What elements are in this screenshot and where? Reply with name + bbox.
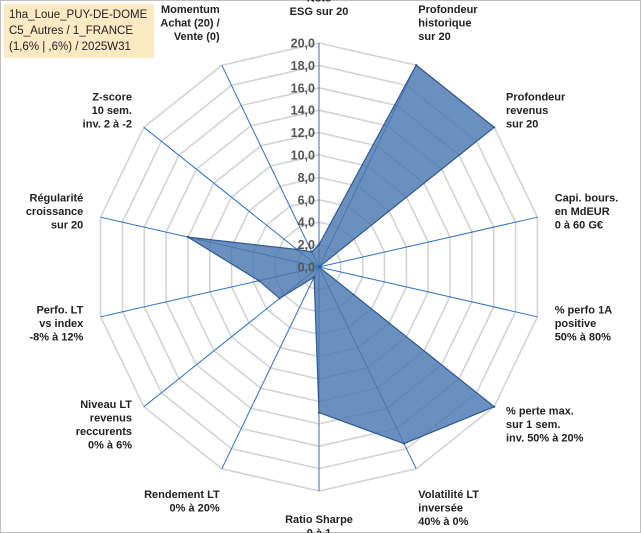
- tick-label: 18,0: [291, 59, 315, 73]
- data-point: [317, 265, 321, 269]
- data-point: [312, 275, 316, 279]
- axis-spoke: [221, 64, 320, 268]
- axis-label: Capi. bours. en MdEUR 0 à 60 G€: [555, 192, 619, 231]
- info-box: 1ha_Loue_PUY-DE-DOME C5_Autres / 1_FRANC…: [4, 4, 154, 58]
- data-point: [278, 297, 281, 300]
- axis-label: Volatilité LT inversée 40% à 0%: [418, 489, 479, 528]
- axis-label: Régularité croissance sur 20: [26, 192, 83, 231]
- axis-label: % perte max. sur 1 sem. inv. 50% à 20%: [506, 406, 584, 445]
- axis-label: Z-score 10 sem. inv. 2 à -2: [83, 91, 132, 130]
- axis-label: Ratio Sharpe0 à 1: [285, 514, 353, 533]
- axis-label: Momentum Achat (20) / Vente (0): [160, 4, 220, 43]
- data-point: [402, 442, 406, 445]
- axis-label: Perfo. LT vs index -8% à 12%: [29, 305, 84, 344]
- tick-label: 16,0: [291, 81, 315, 95]
- axis-label: Profondeur revenus sur 20: [506, 91, 566, 130]
- axis-label: Niveau LT revenus reccurents 0% à 6%: [76, 399, 133, 452]
- tick-label: 10,0: [291, 149, 315, 163]
- data-point: [186, 235, 190, 239]
- data-point: [492, 126, 496, 129]
- axis-spoke: [318, 216, 538, 268]
- axis-label: NoteESG sur 20: [290, 0, 349, 18]
- tick-label: 0,0: [298, 261, 315, 275]
- series-area: [187, 64, 496, 445]
- data-point: [492, 405, 496, 408]
- tick-label: 20,0: [291, 37, 315, 51]
- tick-label: 8,0: [298, 171, 315, 185]
- info-line-3: (1,6% | ,6%) / 2025W31: [9, 41, 131, 53]
- axis-label: % perfo 1A positive 50% à 80%: [555, 305, 613, 344]
- tick-label: 14,0: [291, 104, 315, 118]
- tick-label: 6,0: [298, 193, 315, 207]
- data-point: [317, 243, 321, 246]
- axis-spoke: [221, 266, 320, 470]
- axis-label: Rendement LT 0% à 20%: [144, 489, 220, 515]
- axis-spoke: [318, 266, 538, 318]
- axis-spoke: [143, 126, 320, 268]
- data-point: [317, 411, 321, 414]
- data-point: [257, 279, 261, 282]
- info-line-2: C5_Autres / 1_FRANCE: [9, 25, 133, 37]
- info-line-1: 1ha_Loue_PUY-DE-DOME: [9, 9, 148, 21]
- data-point: [415, 63, 418, 67]
- axis-label: Profondeur historique sur 20: [418, 4, 478, 43]
- tick-label: 4,0: [298, 216, 315, 230]
- tick-label: 12,0: [291, 126, 315, 140]
- tick-label: 2,0: [298, 238, 315, 252]
- data-point: [295, 248, 299, 251]
- data-point: [310, 250, 313, 254]
